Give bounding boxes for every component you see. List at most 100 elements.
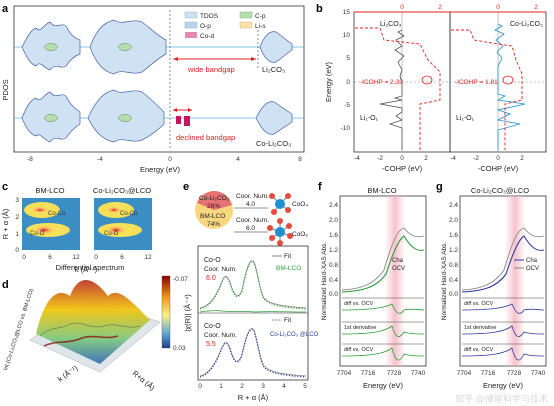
pie-label-bm: BM-LCO [200, 213, 225, 220]
svg-text:1: 1 [219, 383, 223, 390]
legend-lis: Li-s [255, 23, 266, 30]
legend-cp-swatch [239, 11, 253, 19]
panel-g-xlabel: Energy (eV) [483, 381, 524, 390]
svg-text:0.4: 0.4 [329, 277, 338, 284]
chi-bottom-data [199, 328, 307, 378]
cohp-left-icohp: -ICOHP = 2.33 [360, 79, 403, 86]
panel-c-ylabel: R + α (Å) [1, 208, 10, 239]
svg-text:1.6: 1.6 [329, 232, 338, 239]
svg-text:0: 0 [346, 79, 350, 86]
panel-a-legend: TDOS O-p Co-d C-p Li-s [184, 11, 266, 40]
panel-g-label: g [436, 181, 443, 193]
svg-text:5: 5 [346, 55, 350, 62]
xas-f-legend-cha: Cha [392, 258, 404, 264]
xas-g-sub3: diff vs. OCV [464, 347, 494, 353]
cohp-right-material: Co-Li₂CO₃ [510, 21, 543, 28]
panel-c-label: c [2, 181, 8, 193]
svg-text:3: 3 [15, 197, 19, 204]
svg-text:-4: -4 [450, 155, 456, 162]
svg-text:4: 4 [236, 156, 240, 163]
legend-cod-swatch [185, 32, 197, 38]
svg-text:7704: 7704 [457, 370, 472, 377]
panel-f-ylabel: Normalized Hard-XAS Abs. [321, 242, 328, 321]
svg-text:-4: -4 [354, 155, 360, 162]
co-d-state-2 [184, 116, 190, 126]
svg-text:0.8: 0.8 [329, 262, 338, 269]
panel-e-xticks: 0 1 2 3 4 5 [198, 383, 307, 390]
svg-text:0: 0 [400, 4, 404, 11]
colorbar-min: 0.03 [173, 345, 186, 352]
legend-tdos-swatch [184, 11, 198, 19]
panel-e-xlabel: R + α (Å) [238, 393, 269, 402]
xas-g-band [506, 196, 524, 366]
svg-text:2.0: 2.0 [449, 217, 458, 224]
panel-c-title-right: Co-Li₂CO₃@LCO [93, 186, 151, 195]
top-material-label: Li₂CO₃ [262, 65, 285, 74]
svg-text:6: 6 [48, 254, 52, 261]
panel-e: e Co-Li₂CO₃ 26% BM-LCO 74% Coor. Num. 4.… [183, 181, 319, 402]
svg-text:7740: 7740 [531, 370, 546, 377]
annot-declined-bandgap: declined bandgap [176, 133, 235, 142]
svg-text:7728: 7728 [507, 370, 522, 377]
svg-text:0.8: 0.8 [449, 262, 458, 269]
annot-wide-bandgap: wide bandgap [187, 65, 235, 74]
panel-g-title: Co-Li₂CO₃@LCO [471, 186, 529, 195]
legend-lis-swatch [239, 21, 253, 29]
svg-text:2: 2 [438, 4, 442, 11]
svg-text:15: 15 [343, 9, 351, 16]
panel-b-xticks: -4 -2 0 2 -4 -2 0 2 [354, 155, 524, 162]
svg-text:-5: -5 [344, 102, 350, 109]
surface-plot [36, 280, 150, 364]
watermark: 知乎 @储能科学与技术 [455, 393, 548, 404]
dos-bottom: declined bandgap Co-Li₂CO₃ [14, 89, 304, 148]
panel-g-ylabel: Normalized Hard-XAS Abs. [441, 242, 448, 321]
svg-text:-10: -10 [341, 125, 351, 132]
svg-text:4: 4 [282, 383, 286, 390]
panel-b-label: b [316, 3, 323, 15]
svg-text:2.4: 2.4 [449, 202, 458, 209]
svg-text:-4: -4 [97, 156, 103, 163]
chi-top-fit: Fit [284, 253, 291, 260]
svg-text:12: 12 [72, 254, 80, 261]
panel-a-label: a [2, 3, 9, 15]
panel-b-xlabel-right: -COHP (eV) [478, 164, 519, 173]
svg-text:2.0: 2.0 [329, 217, 338, 224]
chi-bot-coor-val: 5.5 [206, 341, 216, 348]
panel-f: f BM-LCO Cha OCV diff vs. OCV 1st deriva… [318, 181, 427, 390]
xas-f-cha [341, 235, 425, 293]
xas-f-frame [339, 195, 427, 367]
legend-cp: C-p [255, 13, 266, 20]
panel-e-label: e [183, 181, 189, 193]
panel-c-xlabel: k (Å⁻¹) [75, 265, 98, 274]
panel-f-xticks: 7704 7716 7728 7740 [337, 370, 426, 377]
bottom-material-label: Co-Li₂CO₃ [256, 139, 291, 148]
xas-f-sub3: diff vs. OCV [344, 347, 374, 353]
cohp-right-bond: Li₁-O₁ [456, 115, 475, 122]
svg-text:2: 2 [424, 155, 428, 162]
xas-f-sub2: 1st derivative [344, 325, 376, 331]
pie-pct-co: 26% [207, 203, 220, 210]
panel-d-xlabel: k (Å⁻¹) [56, 363, 80, 383]
co-d-state-1 [176, 116, 181, 124]
svg-text:0: 0 [496, 4, 500, 11]
svg-text:0: 0 [94, 254, 98, 261]
panel-b: b 0 2 0 2 Li₂CO₃ -ICOHP = 2.33 Li₁-O₁ Co… [316, 3, 547, 173]
svg-text:0: 0 [15, 247, 19, 254]
svg-text:12: 12 [144, 254, 152, 261]
panel-f-title: BM-LCO [367, 186, 396, 195]
panel-d: d Differential spectrum -0.07 0.03 Int.(… [2, 263, 188, 393]
panel-d-title: Differential spectrum [56, 263, 125, 272]
panel-g: g Co-Li₂CO₃@LCO Cha OCV diff vs. OCV 1st… [436, 181, 547, 390]
heatmap-right-coo: Co-O [104, 231, 119, 237]
cohp-left-material: Li₂CO₃ [380, 21, 402, 28]
cohp-left-curve [379, 29, 405, 150]
panel-b-top-ticks: 0 2 0 2 [400, 4, 538, 11]
svg-text:7728: 7728 [387, 370, 402, 377]
panel-b-ylabel: Energy (eV) [324, 61, 333, 102]
svg-text:0: 0 [496, 155, 500, 162]
panel-c: c BM-LCO Co-Li₂CO₃@LCO Co-Co Co-O Co-Co … [1, 181, 152, 274]
svg-text:-2: -2 [473, 155, 479, 162]
heatmap-right-coco: Co-Co [120, 211, 138, 217]
species-coo4: CoO₄ [292, 201, 308, 208]
